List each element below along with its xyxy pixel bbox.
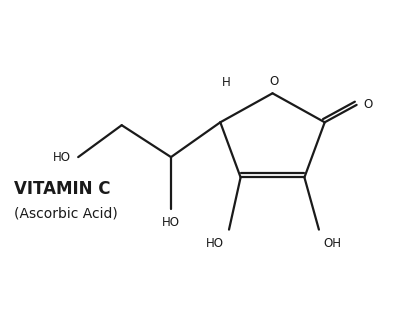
Text: O: O [269,75,278,88]
Text: O: O [364,98,373,111]
Text: HO: HO [53,151,71,164]
Text: H: H [222,76,230,89]
Text: HO: HO [206,236,224,250]
Text: VITAMIN C: VITAMIN C [14,180,111,198]
Text: HO: HO [162,216,180,229]
Text: OH: OH [324,236,342,250]
Text: (Ascorbic Acid): (Ascorbic Acid) [14,206,118,220]
